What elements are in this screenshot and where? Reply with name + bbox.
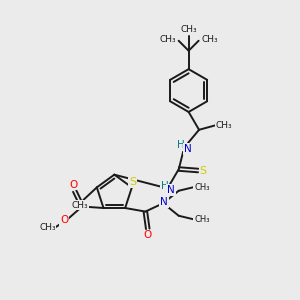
Text: S: S [129, 177, 136, 187]
Text: CH₃: CH₃ [194, 215, 210, 224]
Text: CH₃: CH₃ [180, 26, 197, 34]
Text: H: H [161, 181, 168, 191]
Text: H: H [177, 140, 185, 150]
Text: O: O [69, 179, 78, 190]
Text: CH₃: CH₃ [72, 201, 88, 210]
Text: CH₃: CH₃ [202, 35, 218, 44]
Text: CH₃: CH₃ [39, 223, 56, 232]
Text: O: O [144, 230, 152, 240]
Text: CH₃: CH₃ [159, 35, 176, 44]
Text: N: N [167, 185, 175, 195]
Text: S: S [199, 166, 206, 176]
Text: N: N [184, 144, 192, 154]
Text: O: O [60, 215, 68, 225]
Text: CH₃: CH₃ [216, 121, 232, 130]
Text: N: N [160, 197, 168, 207]
Text: CH₃: CH₃ [194, 183, 210, 192]
